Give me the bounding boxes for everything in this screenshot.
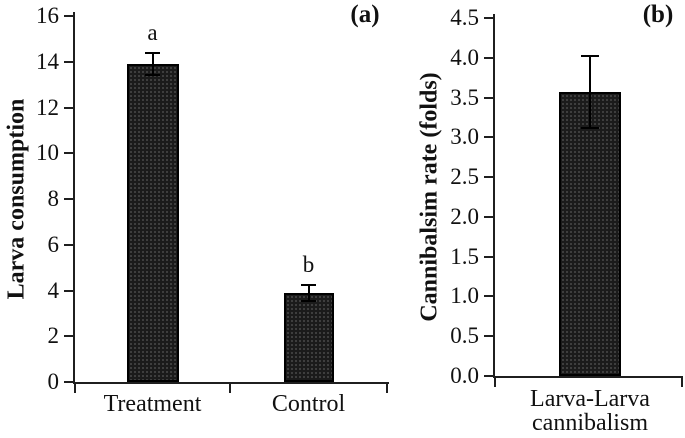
y-tick-label: 16	[36, 3, 59, 28]
error-bar-cap-top	[145, 51, 160, 54]
y-tick	[484, 295, 493, 298]
y-tick-label: 14	[36, 48, 59, 74]
y-tick	[64, 381, 73, 383]
y-tick-label: 2	[47, 323, 60, 349]
y-tick	[64, 289, 73, 292]
y-tick	[484, 255, 493, 258]
y-tick-label: 3.0	[450, 124, 479, 150]
y-tick-label: 12	[36, 94, 59, 120]
y-tick-label: 8	[47, 186, 60, 211]
y-tick	[64, 106, 73, 109]
x-category-label: Treatment	[103, 391, 202, 417]
y-tick	[64, 243, 73, 246]
panel-label-b: (b)	[642, 1, 674, 28]
significance-letter: a	[147, 19, 158, 45]
error-bar-line	[307, 284, 310, 301]
category-tick	[386, 384, 388, 393]
bar	[126, 64, 179, 382]
error-bar-cap-top	[301, 283, 316, 286]
error-bar-line	[589, 56, 591, 128]
y-tick-label: 10	[36, 140, 59, 166]
y-tick-label: 1.5	[450, 243, 479, 269]
y-tick-label: 0.0	[450, 363, 479, 388]
y-axis	[493, 14, 495, 378]
y-tick	[484, 136, 493, 139]
category-tick	[681, 378, 683, 387]
panel-label-a: (a)	[350, 1, 380, 28]
y-tick-label: 2.0	[450, 203, 479, 229]
y-tick-label: 4.5	[450, 5, 479, 30]
category-tick	[74, 384, 76, 393]
x-axis	[73, 382, 389, 384]
y-tick	[484, 17, 493, 19]
y-tick	[64, 60, 73, 63]
bar	[283, 292, 334, 382]
y-tick	[484, 96, 493, 99]
x-category-label: Control	[271, 391, 346, 417]
y-tick	[484, 176, 493, 179]
y-tick	[64, 335, 73, 338]
bar	[559, 91, 621, 376]
y-tick-label: 3.5	[450, 84, 479, 110]
y-tick-label: 0	[47, 369, 60, 394]
category-tick	[494, 378, 496, 387]
y-tick-label: 4.0	[450, 44, 479, 70]
y-tick	[484, 335, 493, 338]
y-tick	[484, 56, 493, 59]
y-tick-label: 1.0	[450, 283, 479, 309]
error-bar-cap-bottom	[301, 299, 316, 302]
y-tick-label: 0.5	[450, 323, 479, 349]
significance-letter: b	[302, 251, 315, 277]
y-tick	[484, 375, 493, 377]
y-tick	[484, 215, 493, 218]
y-tick-label: 6	[47, 231, 60, 257]
error-bar-cap-top	[581, 55, 599, 58]
y-tick-label: 2.5	[450, 164, 479, 190]
y-tick	[64, 152, 73, 155]
y-axis	[73, 12, 75, 384]
error-bar-cap-bottom	[145, 74, 160, 77]
y-tick	[64, 198, 73, 200]
error-bar-line	[151, 52, 154, 76]
y-tick	[64, 15, 73, 17]
x-axis	[493, 376, 683, 378]
y-tick-label: 4	[47, 277, 60, 303]
x-category-label: Larva-Larva cannibalism	[530, 386, 650, 436]
error-bar-cap-bottom	[581, 126, 599, 129]
category-tick	[229, 384, 231, 393]
